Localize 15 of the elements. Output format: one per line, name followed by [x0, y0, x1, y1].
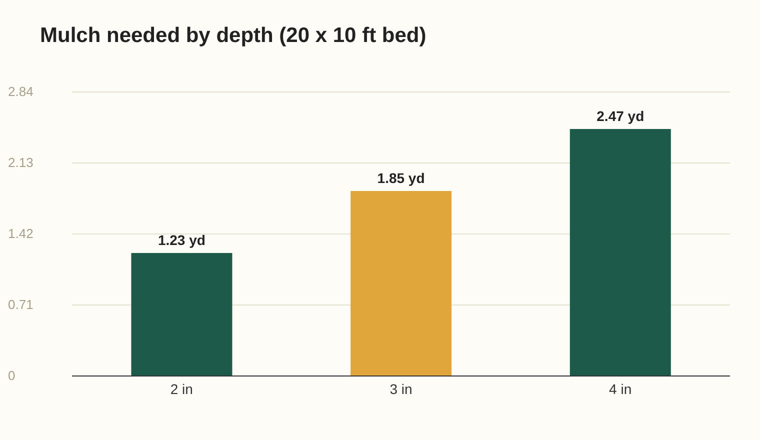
x-tick-label: 4 in [609, 380, 632, 397]
y-tick-label: 0.71 [8, 297, 34, 312]
y-tick-label: 2.84 [8, 84, 34, 99]
data-label: 2.47 yd [596, 108, 644, 124]
bar [131, 253, 232, 376]
x-tick-label: 3 in [390, 380, 412, 397]
data-label: 1.23 yd [158, 232, 206, 248]
x-tick-label: 2 in [170, 380, 193, 397]
chart-title: Mulch needed by depth (20 x 10 ft bed) [40, 24, 426, 48]
bar [570, 129, 671, 376]
y-tick-label: 0 [8, 368, 16, 383]
y-tick-label: 1.42 [8, 226, 34, 241]
data-label: 1.85 yd [377, 170, 425, 186]
y-tick-label: 2.13 [8, 155, 34, 170]
bar [350, 191, 452, 376]
